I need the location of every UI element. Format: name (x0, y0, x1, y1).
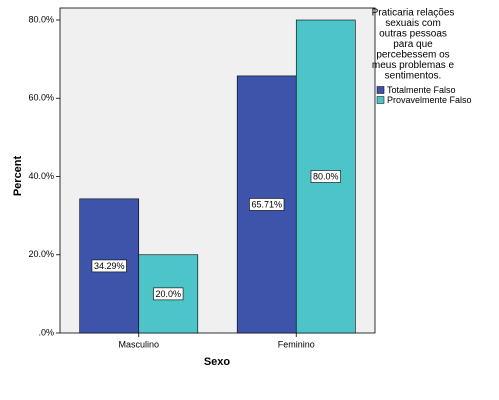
y-tick-label: 40.0% (28, 171, 54, 181)
legend-label: Totalmente Falso (387, 85, 456, 95)
legend-title: sentimentos. (385, 71, 442, 82)
value-label: 65.71% (251, 199, 282, 209)
legend-title: Praticaria relações (372, 8, 455, 19)
value-label-box (310, 170, 341, 183)
y-axis-label: Percent (12, 155, 24, 196)
legend-swatch (376, 86, 385, 94)
legend-title: meus problemas e (372, 60, 455, 71)
legend-title: outras pessoas (379, 29, 447, 40)
y-tick-label: 80.0% (28, 14, 54, 24)
x-tick-label: Feminino (278, 339, 315, 349)
legend-title: percebessem os (376, 50, 449, 61)
value-label: 34.29% (94, 261, 125, 271)
value-label: 20.0% (156, 289, 182, 299)
value-label-box (91, 259, 127, 273)
legend-title: para que (393, 39, 433, 50)
y-tick-label: 20.0% (28, 249, 54, 259)
legend-label: Provavelmente Falso (387, 95, 472, 105)
y-tick-label: .0% (38, 327, 54, 337)
value-label-box (153, 287, 184, 301)
y-tick-label: 60.0% (28, 93, 54, 103)
x-tick-label: Masculino (118, 339, 159, 349)
x-axis-label: Sexo (204, 356, 231, 368)
value-label: 80.0% (313, 171, 339, 181)
legend-title: sexuais com (385, 18, 441, 29)
value-label-box (249, 198, 285, 211)
legend-swatch (376, 96, 385, 104)
